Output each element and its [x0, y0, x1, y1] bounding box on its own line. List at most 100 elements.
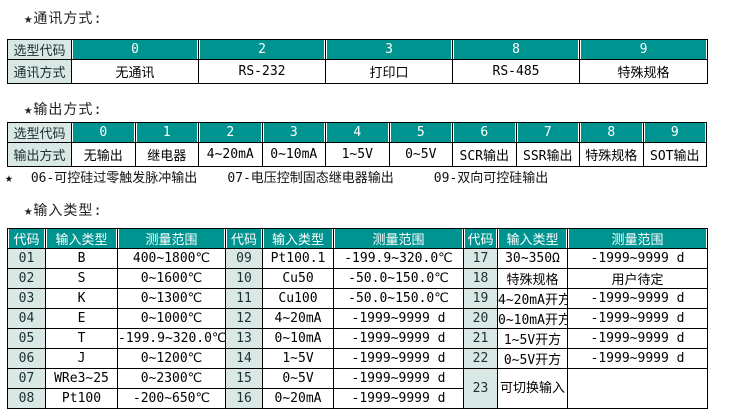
- comm-value-cell: RS-485: [452, 59, 580, 84]
- input-code-cell: 01: [7, 248, 46, 269]
- output-code-row: 选型代码 0 1 2 3 4 5 6 7 8 9: [7, 122, 707, 143]
- input-range-cell: -1999~9999 d: [333, 348, 464, 369]
- input-row: 01 B 400~1800℃ 09 Pt100.1 -199.9~320.0℃ …: [7, 248, 708, 269]
- comm-value-row-label: 通讯方式: [7, 59, 72, 84]
- input-range-cell: 用户待定: [567, 268, 708, 289]
- input-code-cell: 21: [463, 328, 498, 349]
- input-header-range: 测量范围: [567, 228, 708, 249]
- output-value-row-label: 输出方式: [7, 142, 72, 167]
- input-type-cell: 0~5V: [262, 368, 334, 389]
- star-icon: ★: [5, 171, 13, 186]
- output-value-row: 输出方式 无输出 继电器 4~20mA 0~10mA 1~5V 0~5V SCR…: [7, 142, 707, 167]
- input-range-cell: -50.0~150.0℃: [333, 288, 464, 309]
- output-note-07: 07-电压控制固态继电器输出: [227, 171, 394, 186]
- input-code-cell: 10: [225, 268, 263, 289]
- output-value-cell: SCR输出: [452, 142, 517, 167]
- input-type-cell: WRe3~25: [45, 368, 118, 389]
- input-code-cell: 07: [7, 368, 46, 389]
- input-row: 03 K 0~1300℃ 11 Cu100 -50.0~150.0℃ 19 4~…: [7, 288, 708, 309]
- input-range-cell: 0~2300℃: [117, 368, 226, 389]
- input-code-cell: 19: [463, 288, 498, 309]
- input-type-cell: T: [45, 328, 118, 349]
- input-code-cell: 16: [225, 388, 263, 409]
- input-type-cell: 1~5V开方: [497, 328, 568, 349]
- input-type-cell: 特殊规格: [497, 268, 568, 289]
- input-type-cell: E: [45, 308, 118, 329]
- input-header-code: 代码: [7, 228, 46, 249]
- input-type-cell: Pt100: [45, 388, 118, 409]
- input-range-cell: 0~1000℃: [117, 308, 226, 329]
- input-type-cell: J: [45, 348, 118, 369]
- output-code-cell: 8: [579, 122, 644, 143]
- comm-section-title: ★通讯方式:: [24, 11, 103, 27]
- input-header-row: 代码 输入类型 测量范围 代码 输入类型 测量范围 代码 输入类型 测量范围: [7, 228, 708, 249]
- output-value-cell: 0~5V: [388, 142, 453, 167]
- output-value-cell: 1~5V: [325, 142, 390, 167]
- input-range-cell: -1999~9999 d: [333, 328, 464, 349]
- input-type-cell: K: [45, 288, 118, 309]
- output-notes: ★ 06-可控硅过零触发脉冲输出 07-电压控制固态继电器输出 09-双向可控硅输出: [5, 167, 548, 186]
- output-value-cell: 特殊规格: [579, 142, 644, 167]
- input-row: 07 WRe3~25 0~2300℃ 15 0~5V -1999~9999 d …: [7, 368, 708, 409]
- output-code-cell: 7: [515, 122, 580, 143]
- input-range-cell: -1999~9999 d: [567, 348, 708, 369]
- input-code-cell: 18: [463, 268, 498, 289]
- comm-value-cell: 特殊规格: [579, 59, 708, 84]
- input-type-cell: 0~20mA: [262, 388, 334, 409]
- input-type-cell: 30~350Ω: [497, 248, 568, 269]
- input-type-cell: Cu100: [262, 288, 334, 309]
- input-type-cell: 0~10mA开方: [497, 308, 568, 329]
- output-value-cell: SSR输出: [515, 142, 580, 167]
- input-header-type: 输入类型: [497, 228, 568, 249]
- input-header-range: 测量范围: [333, 228, 464, 249]
- comm-code-cell: 9: [579, 39, 708, 60]
- input-header-code: 代码: [225, 228, 263, 249]
- input-code-cell: 15: [225, 368, 263, 389]
- input-type-cell: 0~5V开方: [497, 348, 568, 369]
- comm-code-cell: 3: [325, 39, 453, 60]
- input-type-cell: 4~20mA: [262, 308, 334, 329]
- output-code-cell: 9: [642, 122, 707, 143]
- input-code-cell: 11: [225, 288, 263, 309]
- input-range-cell: -1999~9999 d: [567, 328, 708, 349]
- input-type-cell: B: [45, 248, 118, 269]
- input-section-title: ★输入类型:: [24, 203, 103, 219]
- input-header-type: 输入类型: [262, 228, 334, 249]
- input-range-cell: -50.0~150.0℃: [333, 268, 464, 289]
- output-code-cell: 0: [71, 122, 136, 143]
- output-value-cell: 无输出: [71, 142, 136, 167]
- input-range-cell: 0~1600℃: [117, 268, 226, 289]
- comm-value-row: 通讯方式 无通讯 RS-232 打印口 RS-485 特殊规格: [7, 59, 708, 84]
- input-code-cell: 23: [463, 368, 498, 409]
- input-code-cell: 03: [7, 288, 46, 309]
- input-range-cell: -1999~9999 d: [567, 308, 708, 329]
- output-section-title: ★输出方式:: [24, 102, 103, 118]
- input-range-cell: -199.9~320.0℃: [117, 328, 226, 349]
- comm-code-cell: 0: [71, 39, 199, 60]
- comm-code-cell: 8: [452, 39, 580, 60]
- input-row: 06 J 0~1200℃ 14 1~5V -1999~9999 d 22 0~5…: [7, 348, 708, 369]
- output-value-cell: SOT输出: [642, 142, 707, 167]
- input-row: 02 S 0~1600℃ 10 Cu50 -50.0~150.0℃ 18 特殊规…: [7, 268, 708, 289]
- input-code-cell: 05: [7, 328, 46, 349]
- input-type-cell: Cu50: [262, 268, 334, 289]
- input-type-cell: 1~5V: [262, 348, 334, 369]
- output-code-cell: 4: [325, 122, 390, 143]
- input-row: 05 T -199.9~320.0℃ 13 0~10mA -1999~9999 …: [7, 328, 708, 349]
- output-code-cell: 1: [134, 122, 199, 143]
- output-code-row-label: 选型代码: [7, 122, 72, 143]
- input-range-cell: [567, 368, 708, 409]
- input-range-cell: -200~650℃: [117, 388, 226, 409]
- input-type-cell: Pt100.1: [262, 248, 334, 269]
- comm-code-row-label: 选型代码: [7, 39, 72, 60]
- input-range-cell: -1999~9999 d: [333, 388, 464, 409]
- input-range-cell: -199.9~320.0℃: [333, 248, 464, 269]
- input-type-cell: S: [45, 268, 118, 289]
- output-value-cell: 0~10mA: [261, 142, 326, 167]
- output-value-cell: 继电器: [134, 142, 199, 167]
- output-table: 选型代码 0 1 2 3 4 5 6 7 8 9 输出方式 无输出 继电器 4~…: [7, 122, 707, 167]
- comm-code-row: 选型代码 0 2 3 8 9: [7, 39, 708, 60]
- input-range-cell: -1999~9999 d: [567, 248, 708, 269]
- output-note-09: 09-双向可控硅输出: [433, 171, 549, 186]
